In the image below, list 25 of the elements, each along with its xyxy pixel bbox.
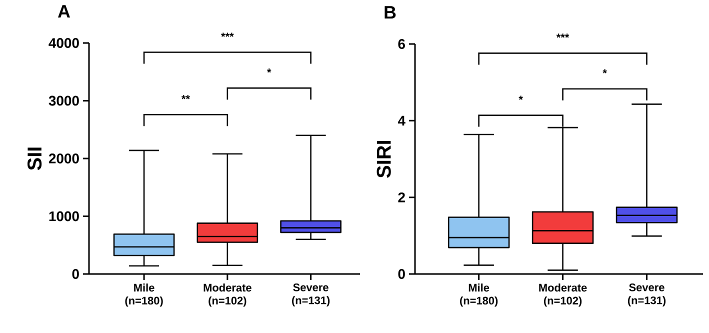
x-tick-label: Moderate (n=102) — [539, 284, 587, 307]
chart-title: B — [384, 6, 396, 18]
annotation: * — [518, 96, 523, 100]
x-tick-label: Severe (n=131) — [628, 284, 666, 306]
x-tick-label: Mile (n=180) — [460, 284, 498, 307]
y-tick-label: 4 — [398, 116, 406, 126]
y-tick-label: 0 — [72, 269, 79, 279]
annotation: ** — [181, 95, 190, 100]
chart-title: A — [58, 5, 70, 18]
y-axis-title: SIRI — [376, 140, 391, 178]
x-tick-label: Severe (n=131) — [292, 284, 330, 306]
y-axis-title: SII — [28, 148, 42, 170]
y-tick-label: 4000 — [48, 38, 79, 48]
y-tick-label: 1000 — [49, 211, 79, 222]
y-tick-label: 6 — [398, 39, 405, 49]
text: *** — [221, 32, 234, 37]
x-tick-label: Moderate (n=102) — [204, 284, 252, 307]
y-tick-label: 2 — [398, 192, 405, 202]
y-tick-label: 0 — [398, 269, 405, 279]
text: *** — [556, 34, 570, 38]
annotation: * — [602, 69, 607, 74]
x-tick-label: Mile (n=180) — [125, 284, 163, 307]
annotation: * — [267, 68, 272, 73]
y-tick-label: 3000 — [48, 96, 79, 106]
y-tick-label: 2000 — [48, 154, 79, 164]
